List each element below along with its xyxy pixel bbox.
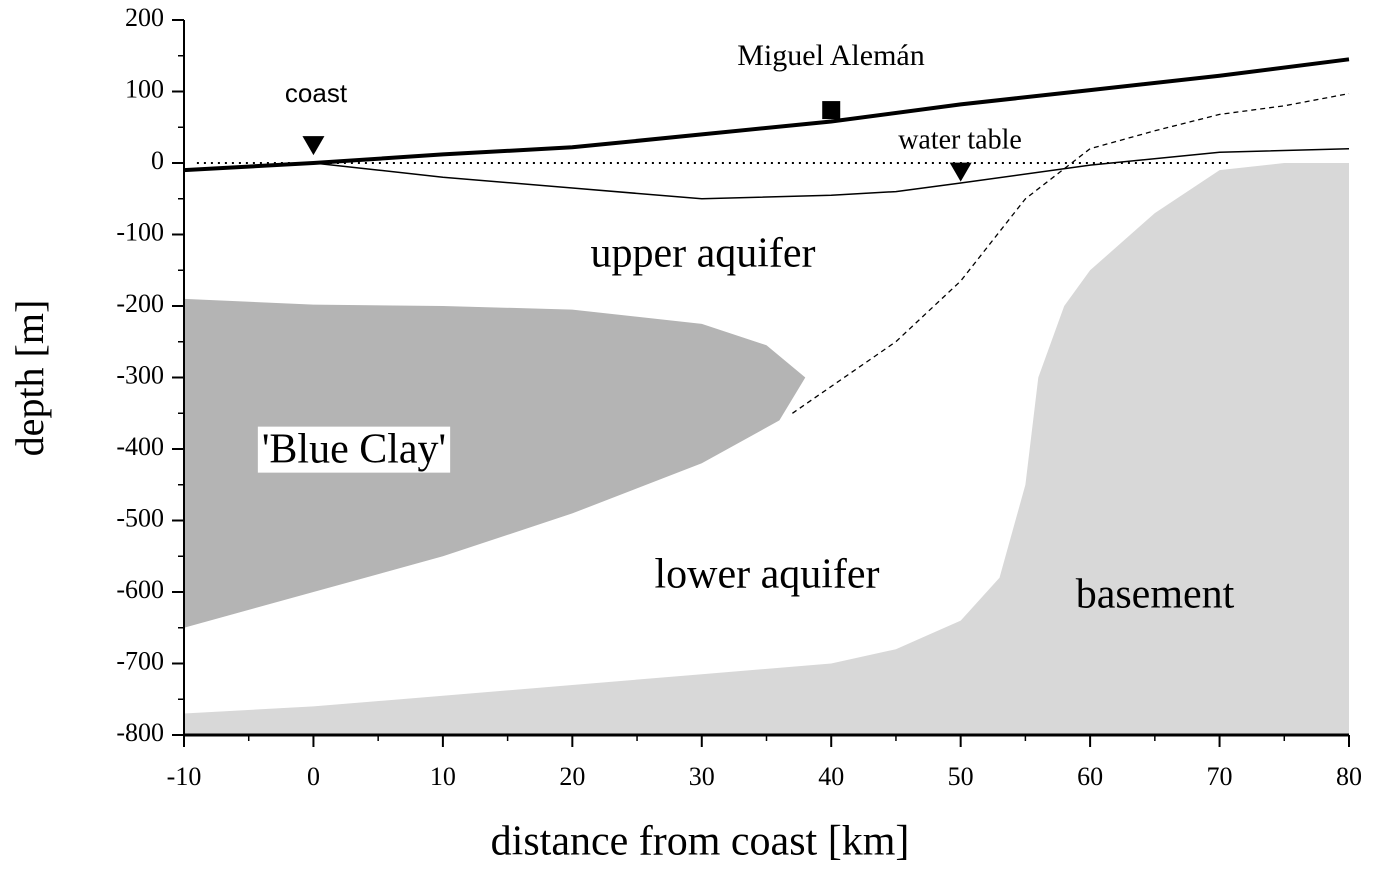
y-tick-label: -100 xyxy=(116,217,164,246)
profile-line xyxy=(183,57,1350,173)
triangle-marker xyxy=(302,136,325,156)
x-tick-label: 40 xyxy=(818,762,844,791)
y-tick-label: -400 xyxy=(116,432,164,461)
y-tick-label: -300 xyxy=(116,360,164,389)
y-tick-label: -200 xyxy=(116,289,164,318)
x-tick-label: 60 xyxy=(1077,762,1103,791)
y-tick-label: -700 xyxy=(116,646,164,675)
layer-area xyxy=(184,298,806,628)
label-background xyxy=(257,426,451,473)
x-tick-label: 30 xyxy=(689,762,715,791)
square-marker xyxy=(822,101,841,120)
y-tick-label: -800 xyxy=(116,718,164,747)
layer-area xyxy=(184,163,1349,735)
annotation: water table xyxy=(898,124,1022,155)
y-axis-label: depth [m] xyxy=(7,300,52,457)
x-tick-label: 50 xyxy=(948,762,974,791)
annotation: Miguel Alemán xyxy=(737,39,924,72)
y-tick-label: 200 xyxy=(125,3,164,32)
annotation: 'Blue Clay' xyxy=(262,427,446,473)
y-tick-label: 0 xyxy=(151,146,164,175)
x-tick-label: -10 xyxy=(167,762,202,791)
x-tick-label: 0 xyxy=(307,762,320,791)
x-tick-label: 70 xyxy=(1207,762,1233,791)
x-axis-label: distance from coast [km] xyxy=(491,819,910,865)
profile-line xyxy=(792,92,1350,414)
y-tick-label: -600 xyxy=(116,575,164,604)
x-tick-label: 10 xyxy=(430,762,456,791)
annotation: lower aquifer xyxy=(654,552,879,598)
y-tick-label: -500 xyxy=(116,503,164,532)
x-tick-label: 20 xyxy=(559,762,585,791)
x-tick-label: 80 xyxy=(1336,762,1362,791)
annotation: coast xyxy=(285,78,348,108)
y-tick-label: 100 xyxy=(125,74,164,103)
profile-line xyxy=(313,147,1350,200)
annotation: upper aquifer xyxy=(590,231,815,277)
annotation: basement xyxy=(1076,572,1235,618)
triangle-marker xyxy=(949,162,972,182)
